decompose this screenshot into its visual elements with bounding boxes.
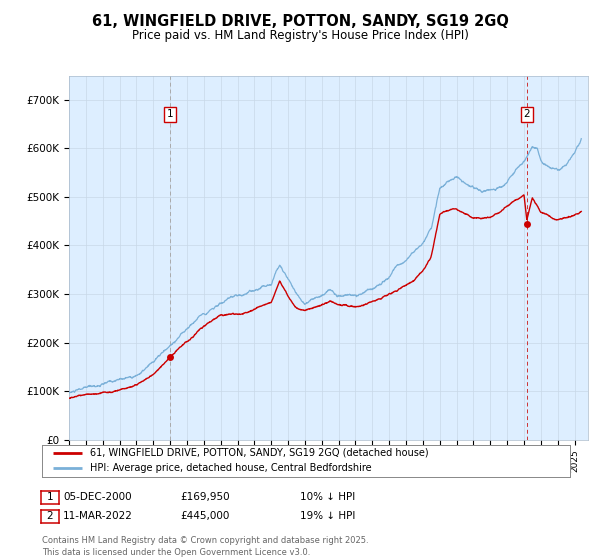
Text: £169,950: £169,950 [180, 492, 230, 502]
Text: 2: 2 [46, 511, 53, 521]
Text: 05-DEC-2000: 05-DEC-2000 [63, 492, 131, 502]
Text: 11-MAR-2022: 11-MAR-2022 [63, 511, 133, 521]
Text: 61, WINGFIELD DRIVE, POTTON, SANDY, SG19 2GQ (detached house): 61, WINGFIELD DRIVE, POTTON, SANDY, SG19… [89, 448, 428, 458]
Text: Contains HM Land Registry data © Crown copyright and database right 2025.
This d: Contains HM Land Registry data © Crown c… [42, 536, 368, 557]
Text: 1: 1 [167, 109, 173, 119]
Text: 1: 1 [46, 492, 53, 502]
Text: 10% ↓ HPI: 10% ↓ HPI [300, 492, 355, 502]
Text: HPI: Average price, detached house, Central Bedfordshire: HPI: Average price, detached house, Cent… [89, 463, 371, 473]
Text: Price paid vs. HM Land Registry's House Price Index (HPI): Price paid vs. HM Land Registry's House … [131, 29, 469, 42]
Text: 19% ↓ HPI: 19% ↓ HPI [300, 511, 355, 521]
Text: £445,000: £445,000 [180, 511, 229, 521]
Text: 2: 2 [524, 109, 530, 119]
Text: 61, WINGFIELD DRIVE, POTTON, SANDY, SG19 2GQ: 61, WINGFIELD DRIVE, POTTON, SANDY, SG19… [92, 14, 508, 29]
